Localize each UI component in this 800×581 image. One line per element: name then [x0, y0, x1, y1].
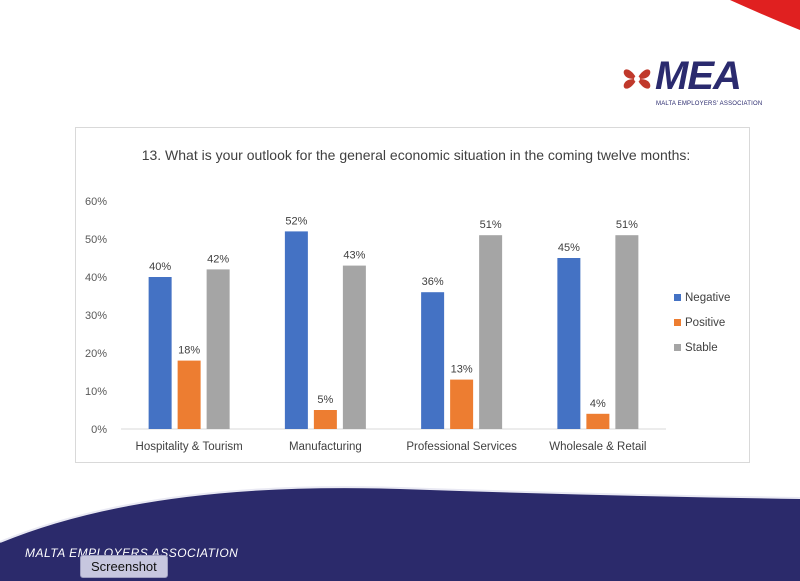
- legend-label-negative: Negative: [685, 292, 730, 304]
- legend-label-positive: Positive: [685, 317, 725, 329]
- data-label: 5%: [317, 394, 333, 406]
- data-label: 51%: [480, 219, 502, 231]
- data-label: 52%: [285, 215, 307, 227]
- bar-chart: 0% 10% 20% 30% 40% 50% 60% 40% 18% 42% Hospitality…: [85, 196, 730, 453]
- legend-swatch-stable: [674, 344, 681, 351]
- y-tick-label: 20%: [85, 348, 107, 360]
- footer-text: MALTA EMPLOYERS ASSOCIATION: [25, 546, 239, 560]
- legend-label-stable: Stable: [685, 342, 718, 354]
- bar-stable: [206, 269, 230, 429]
- bar-stable: [479, 235, 503, 429]
- bar-negative: [421, 292, 445, 429]
- y-tick-label: 10%: [85, 386, 107, 398]
- data-label: 45%: [558, 242, 580, 254]
- bar-positive: [313, 410, 337, 429]
- data-label: 13%: [451, 364, 473, 376]
- y-tick-label: 50%: [85, 234, 107, 246]
- legend-swatch-positive: [674, 319, 681, 326]
- y-tick-label: 0%: [91, 424, 107, 436]
- logo-subtext: MALTA EMPLOYERS' ASSOCIATION: [656, 101, 763, 107]
- data-label: 51%: [616, 219, 638, 231]
- mea-logo: MEA MALTA EMPLOYERS' ASSOCIATION: [620, 54, 763, 118]
- bar-positive: [177, 360, 201, 429]
- bar-stable: [615, 235, 639, 429]
- x-category-label: Professional Services: [406, 441, 517, 453]
- data-label: 36%: [422, 276, 444, 288]
- legend-swatch-negative: [674, 294, 681, 301]
- data-label: 4%: [590, 398, 606, 410]
- bar-positive: [586, 413, 610, 429]
- data-label: 18%: [178, 345, 200, 357]
- y-tick-label: 30%: [85, 310, 107, 322]
- chart-title: 13. What is your outlook for the general…: [141, 147, 691, 163]
- data-label: 40%: [149, 261, 171, 273]
- chart-container: 13. What is your outlook for the general…: [75, 127, 750, 463]
- bar-stable: [342, 265, 366, 429]
- x-category-label: Manufacturing: [289, 441, 362, 453]
- screenshot-tooltip: Screenshot: [80, 555, 168, 578]
- y-tick-label: 40%: [85, 272, 107, 284]
- data-label: 43%: [343, 250, 365, 262]
- y-tick-label: 60%: [85, 196, 107, 208]
- mea-logo-mark-icon: [623, 69, 651, 89]
- bar-negative: [557, 258, 581, 429]
- corner-decoration: [730, 0, 800, 30]
- logo-text: MEA: [655, 54, 742, 98]
- bar-negative: [148, 277, 172, 429]
- bar-positive: [450, 379, 474, 429]
- x-category-label: Wholesale & Retail: [549, 441, 646, 453]
- x-category-label: Hospitality & Tourism: [136, 441, 243, 453]
- data-label: 42%: [207, 253, 229, 265]
- footer-band: [0, 486, 800, 581]
- bar-negative: [284, 231, 308, 429]
